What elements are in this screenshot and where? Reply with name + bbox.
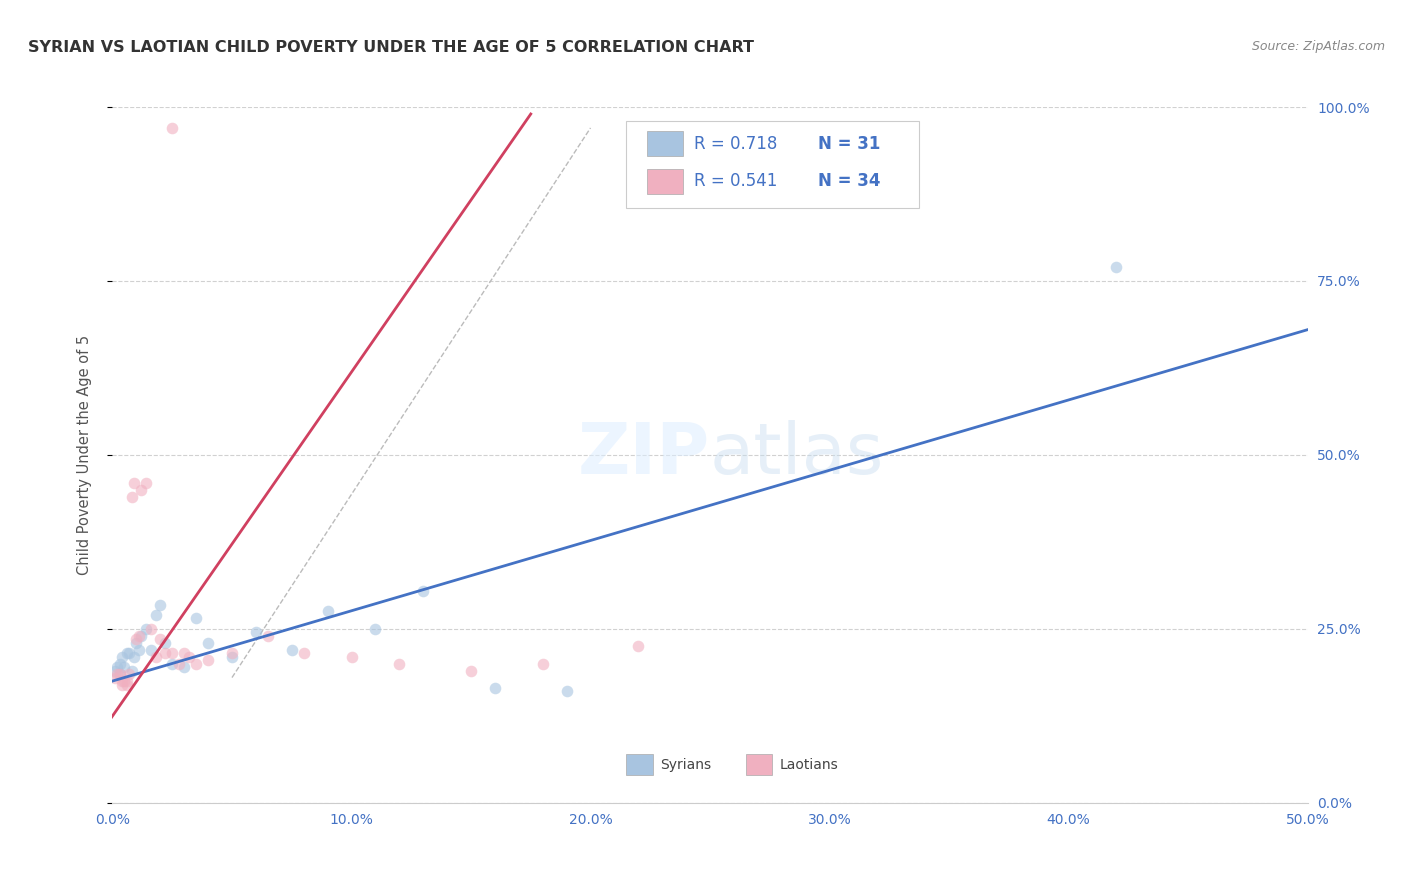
Point	[281, 642, 304, 657]
Point	[128, 629, 150, 643]
Point	[115, 677, 138, 691]
Point	[108, 657, 131, 671]
Text: N = 31: N = 31	[818, 135, 880, 153]
Point	[122, 649, 145, 664]
Point	[149, 598, 172, 612]
Point	[105, 660, 128, 674]
Point	[114, 660, 135, 674]
Point	[153, 636, 176, 650]
Point	[129, 483, 152, 497]
Point	[186, 611, 208, 625]
Point	[460, 664, 482, 678]
Point	[186, 657, 208, 671]
Point	[197, 636, 219, 650]
Point	[177, 649, 200, 664]
Point	[104, 664, 127, 678]
Point	[108, 667, 131, 681]
Point	[1105, 260, 1128, 274]
Text: R = 0.541: R = 0.541	[695, 172, 778, 191]
Point	[153, 646, 176, 660]
Point	[115, 646, 138, 660]
Point	[145, 649, 167, 664]
FancyBboxPatch shape	[647, 169, 682, 194]
Point	[316, 605, 339, 619]
Point	[145, 607, 167, 622]
Y-axis label: Child Poverty Under the Age of 5: Child Poverty Under the Age of 5	[77, 334, 91, 575]
Point	[149, 632, 172, 647]
Point	[412, 583, 434, 598]
Point	[257, 629, 280, 643]
Text: Laotians: Laotians	[779, 757, 838, 772]
Text: ZIP: ZIP	[578, 420, 710, 490]
Point	[118, 646, 141, 660]
Point	[108, 667, 131, 681]
Point	[139, 622, 162, 636]
Point	[173, 660, 195, 674]
Point	[114, 674, 135, 689]
Point	[162, 646, 183, 660]
Text: R = 0.718: R = 0.718	[695, 135, 778, 153]
Point	[104, 671, 127, 685]
Point	[125, 632, 148, 647]
FancyBboxPatch shape	[627, 754, 652, 775]
Point	[111, 677, 134, 691]
Point	[627, 639, 650, 653]
Point	[173, 646, 195, 660]
Point	[105, 667, 128, 681]
Point	[221, 649, 243, 664]
Point	[121, 664, 143, 678]
Point	[388, 657, 411, 671]
Point	[245, 625, 267, 640]
Point	[484, 681, 506, 695]
Point	[555, 684, 578, 698]
Point	[162, 657, 183, 671]
Point	[197, 653, 219, 667]
Point	[162, 120, 183, 135]
Point	[531, 657, 554, 671]
Text: N = 34: N = 34	[818, 172, 880, 191]
Point	[135, 475, 157, 490]
Text: atlas: atlas	[710, 420, 884, 490]
Point	[135, 622, 157, 636]
Text: Source: ZipAtlas.com: Source: ZipAtlas.com	[1251, 40, 1385, 54]
Point	[128, 642, 150, 657]
Point	[118, 667, 141, 681]
Point	[111, 674, 134, 689]
Point	[139, 642, 162, 657]
Point	[340, 649, 363, 664]
Text: SYRIAN VS LAOTIAN CHILD POVERTY UNDER THE AGE OF 5 CORRELATION CHART: SYRIAN VS LAOTIAN CHILD POVERTY UNDER TH…	[28, 40, 754, 55]
Point	[221, 646, 243, 660]
Point	[121, 490, 143, 504]
Point	[364, 622, 387, 636]
Point	[129, 629, 152, 643]
Point	[125, 636, 148, 650]
Point	[122, 475, 145, 490]
FancyBboxPatch shape	[627, 121, 920, 208]
Text: Syrians: Syrians	[659, 757, 711, 772]
Point	[292, 646, 315, 660]
FancyBboxPatch shape	[747, 754, 772, 775]
Point	[115, 674, 138, 689]
Point	[169, 657, 191, 671]
FancyBboxPatch shape	[647, 131, 682, 156]
Point	[111, 649, 134, 664]
